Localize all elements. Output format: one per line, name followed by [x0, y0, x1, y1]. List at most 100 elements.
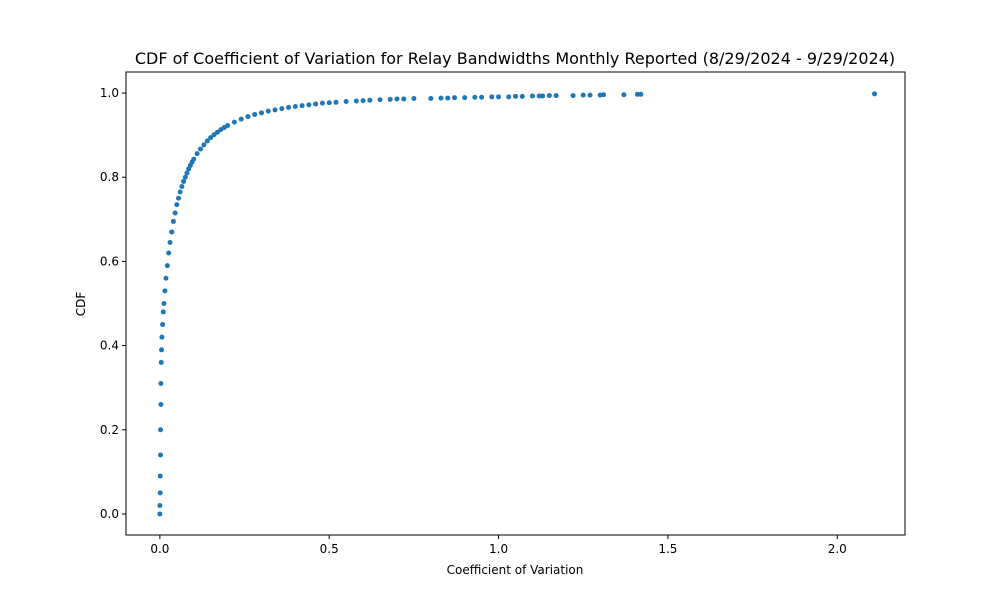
data-point	[194, 151, 200, 157]
data-point	[167, 239, 173, 245]
data-point	[343, 98, 349, 104]
data-point	[394, 96, 400, 102]
data-point	[496, 94, 502, 100]
plot-frame	[125, 71, 906, 536]
data-point	[553, 93, 559, 99]
y-tick-label: 0.0	[100, 507, 119, 521]
data-point	[272, 107, 278, 113]
data-point	[159, 347, 165, 353]
data-point	[157, 503, 163, 509]
data-point	[170, 218, 176, 224]
data-point	[160, 322, 166, 328]
data-point	[238, 116, 244, 122]
data-point	[158, 452, 164, 458]
data-point	[333, 99, 339, 105]
data-point	[208, 135, 214, 141]
y-tick-label: 0.8	[100, 170, 119, 184]
y-axis-label: CDF	[74, 292, 88, 317]
data-point	[580, 92, 586, 98]
data-point	[181, 178, 187, 184]
data-point	[292, 104, 298, 110]
data-point	[158, 427, 164, 433]
chart-title: CDF of Coefficient of Variation for Rela…	[135, 49, 895, 68]
x-axis-ticks: 0.0 0.5 1.0 1.5 2.0	[150, 535, 847, 556]
data-point	[313, 101, 319, 107]
data-point	[201, 142, 207, 148]
data-point	[540, 93, 546, 99]
data-point	[172, 210, 178, 216]
data-point	[506, 94, 512, 100]
data-point	[529, 93, 535, 99]
data-point	[445, 95, 451, 101]
x-tick-label: 1.0	[489, 542, 508, 556]
data-point	[160, 309, 166, 315]
data-point	[428, 96, 434, 102]
data-point	[638, 91, 644, 97]
data-point	[164, 263, 170, 269]
data-point	[299, 103, 305, 109]
data-point	[157, 473, 163, 479]
data-point	[158, 359, 164, 365]
data-point	[401, 96, 407, 102]
data-point	[225, 122, 231, 128]
data-point	[158, 380, 164, 386]
data-point	[198, 146, 204, 152]
data-point	[279, 106, 285, 112]
data-point	[191, 156, 197, 162]
y-tick-label: 1.0	[100, 86, 119, 100]
data-point	[174, 202, 180, 208]
data-point	[286, 104, 292, 110]
data-point	[306, 102, 312, 108]
data-point	[360, 98, 366, 104]
data-point	[158, 402, 164, 408]
x-tick-label: 0.0	[150, 542, 169, 556]
data-point	[411, 96, 417, 102]
data-point	[462, 95, 468, 101]
data-point	[621, 92, 627, 98]
data-point	[169, 229, 175, 235]
data-point	[157, 511, 163, 517]
y-tick-label: 0.4	[100, 339, 119, 353]
x-axis-label: Coefficient of Variation	[447, 563, 584, 577]
data-point	[452, 95, 458, 101]
data-point	[161, 301, 167, 306]
data-point	[472, 94, 478, 100]
data-point	[570, 93, 576, 99]
data-point	[367, 97, 373, 103]
data-point	[157, 490, 163, 496]
data-point	[513, 93, 518, 99]
data-point	[479, 94, 485, 100]
x-tick-label: 0.5	[320, 542, 339, 556]
data-point	[265, 108, 271, 114]
y-tick-label: 0.6	[100, 254, 119, 268]
data-point	[182, 174, 188, 180]
data-point	[601, 92, 607, 98]
data-point	[519, 93, 525, 99]
data-point	[489, 94, 495, 100]
data-point	[872, 91, 878, 97]
x-tick-label: 2.0	[828, 542, 847, 556]
data-point	[438, 95, 444, 101]
data-point	[176, 195, 181, 201]
data-point	[587, 92, 593, 98]
y-tick-label: 0.2	[100, 423, 119, 437]
data-point	[166, 250, 172, 256]
x-tick-label: 1.5	[658, 542, 677, 556]
data-point	[163, 275, 169, 281]
data-point	[245, 114, 251, 120]
data-point	[179, 183, 185, 189]
data-point	[162, 288, 168, 294]
data-point	[353, 98, 359, 104]
data-point	[184, 170, 190, 176]
data-point	[177, 189, 183, 195]
data-point	[546, 93, 552, 99]
data-point	[159, 334, 165, 340]
data-point	[377, 97, 383, 103]
data-point	[319, 100, 325, 106]
y-axis-ticks: 0.0 0.2 0.4 0.6 0.8 1.0	[100, 86, 126, 521]
data-point	[204, 138, 210, 144]
data-point	[231, 119, 237, 125]
data-point	[387, 96, 393, 102]
